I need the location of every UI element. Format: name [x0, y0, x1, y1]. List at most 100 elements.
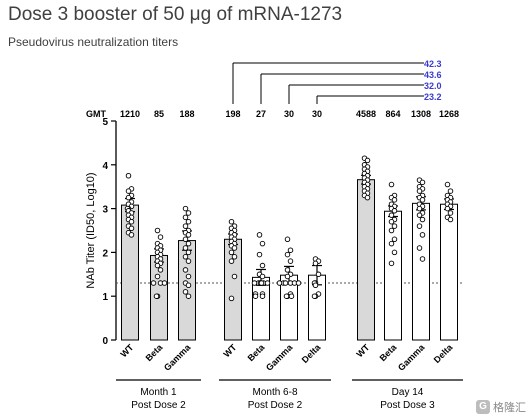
data-point-2-12: [182, 254, 189, 260]
gmt-value-6: 30: [312, 109, 322, 119]
chart-title: Dose 3 booster of 50 μg of mRNA-1273: [8, 4, 343, 25]
data-point-10-0: [444, 181, 451, 188]
x-tick-label-10: Delta: [432, 342, 455, 365]
x-tick-label-0: WT: [118, 342, 135, 359]
data-point-3-0: [228, 218, 235, 225]
data-point-9-16: [416, 245, 423, 251]
data-point-2-18: [182, 289, 189, 295]
data-point-3-13: [231, 254, 238, 260]
x-tick-label-6: Delta: [300, 342, 323, 365]
data-point-4-1: [259, 240, 266, 247]
bar-delta-10: [440, 203, 458, 341]
data-point-1-0: [154, 227, 161, 234]
data-point-0-17: [128, 225, 135, 232]
data-point-9-13: [419, 216, 426, 223]
data-point-3-14: [228, 258, 235, 264]
group-label-line2-0: Post Dose 2: [131, 400, 186, 411]
gmt-value-4: 27: [256, 109, 266, 119]
data-point-5-10: [276, 280, 283, 286]
data-point-9-14: [416, 223, 423, 229]
x-tick-label-9: Gamma: [396, 342, 427, 373]
data-point-3-16: [228, 295, 235, 302]
gmt-value-1: 85: [154, 109, 164, 119]
data-point-5-12: [282, 280, 289, 286]
data-point-9-7: [419, 197, 426, 203]
comparison-value-0: 23.2: [424, 92, 442, 102]
bar-wt-7: [357, 179, 375, 341]
y-tick-label-0: 0: [102, 336, 108, 347]
data-point-8-7: [391, 208, 398, 214]
data-point-2-1: [185, 210, 192, 216]
data-point-3-12: [228, 249, 235, 256]
data-point-5-6: [284, 273, 291, 280]
data-point-10-11: [447, 216, 454, 223]
group-label-line1-0: Month 1: [140, 387, 177, 398]
data-point-5-3: [287, 258, 294, 264]
y-tick-label-3: 3: [102, 205, 108, 216]
data-point-4-0: [256, 232, 263, 238]
data-point-9-15: [419, 232, 426, 238]
data-point-2-11: [185, 249, 192, 256]
data-point-0-4: [125, 194, 132, 201]
data-point-2-0: [182, 205, 189, 212]
data-point-8-10: [388, 218, 395, 225]
bar-beta-4: [252, 276, 270, 341]
data-point-5-0: [284, 236, 291, 243]
data-point-9-17: [419, 256, 426, 262]
data-point-8-8: [388, 212, 395, 218]
x-tick-label-3: WT: [221, 342, 238, 359]
data-point-9-12: [416, 212, 423, 218]
data-point-1-14: [154, 273, 161, 280]
data-point-10-1: [447, 188, 454, 194]
data-point-2-3: [185, 218, 192, 225]
data-point-3-15: [231, 273, 238, 280]
gmt-label: GMT: [86, 109, 106, 119]
data-point-5-11: [295, 280, 302, 286]
data-point-10-9: [447, 210, 454, 216]
data-point-2-7: [185, 232, 192, 238]
data-point-2-2: [182, 214, 189, 221]
gmt-value-2: 188: [179, 109, 194, 119]
chart-subtitle: Pseudovirus neutralization titers: [8, 35, 179, 49]
comparison-value-1: 32.0: [424, 81, 442, 91]
gmt-value-9: 1308: [411, 109, 431, 119]
x-tick-label-1: Beta: [144, 342, 166, 364]
x-tick-label-4: Beta: [246, 342, 268, 364]
data-point-4-15: [259, 293, 266, 299]
data-point-8-11: [391, 223, 398, 229]
data-point-2-14: [182, 267, 189, 273]
data-point-4-9: [251, 280, 258, 286]
x-tick-label-2: Gamma: [162, 342, 193, 373]
y-tick-label-5: 5: [102, 117, 108, 128]
comparison-value-3: 42.3: [424, 59, 442, 69]
y-tick-label-4: 4: [102, 161, 108, 172]
group-label-line1-2: Day 14: [392, 387, 424, 398]
data-point-2-8: [182, 236, 189, 243]
data-point-1-12: [154, 262, 161, 269]
data-point-6-6: [312, 282, 319, 289]
data-point-2-13: [185, 258, 192, 264]
data-point-7-17: [364, 194, 371, 201]
data-point-8-12: [388, 227, 395, 234]
data-point-6-9: [311, 293, 318, 299]
data-point-1-17: [161, 280, 168, 286]
data-point-5-16: [288, 293, 295, 299]
data-point-8-14: [388, 240, 395, 247]
data-point-9-4: [416, 188, 423, 194]
data-point-9-1: [419, 179, 426, 186]
data-point-8-0: [388, 181, 395, 188]
data-point-1-13: [157, 267, 164, 273]
data-point-4-12: [258, 280, 265, 286]
data-point-10-8: [444, 205, 451, 212]
data-point-3-11: [231, 245, 238, 251]
data-point-4-3: [259, 262, 266, 269]
data-point-2-15: [185, 273, 192, 280]
data-point-4-5: [259, 273, 266, 280]
group-label-line2-1: Post Dose 2: [248, 400, 303, 411]
x-tick-label-5: Gamma: [264, 342, 295, 373]
group-label-line2-2: Post Dose 3: [380, 400, 435, 411]
y-axis-title: NAb Titer (ID50, Log10): [85, 172, 97, 288]
x-tick-label-7: WT: [354, 342, 371, 359]
gmt-value-5: 30: [284, 109, 294, 119]
data-point-5-15: [283, 293, 290, 299]
